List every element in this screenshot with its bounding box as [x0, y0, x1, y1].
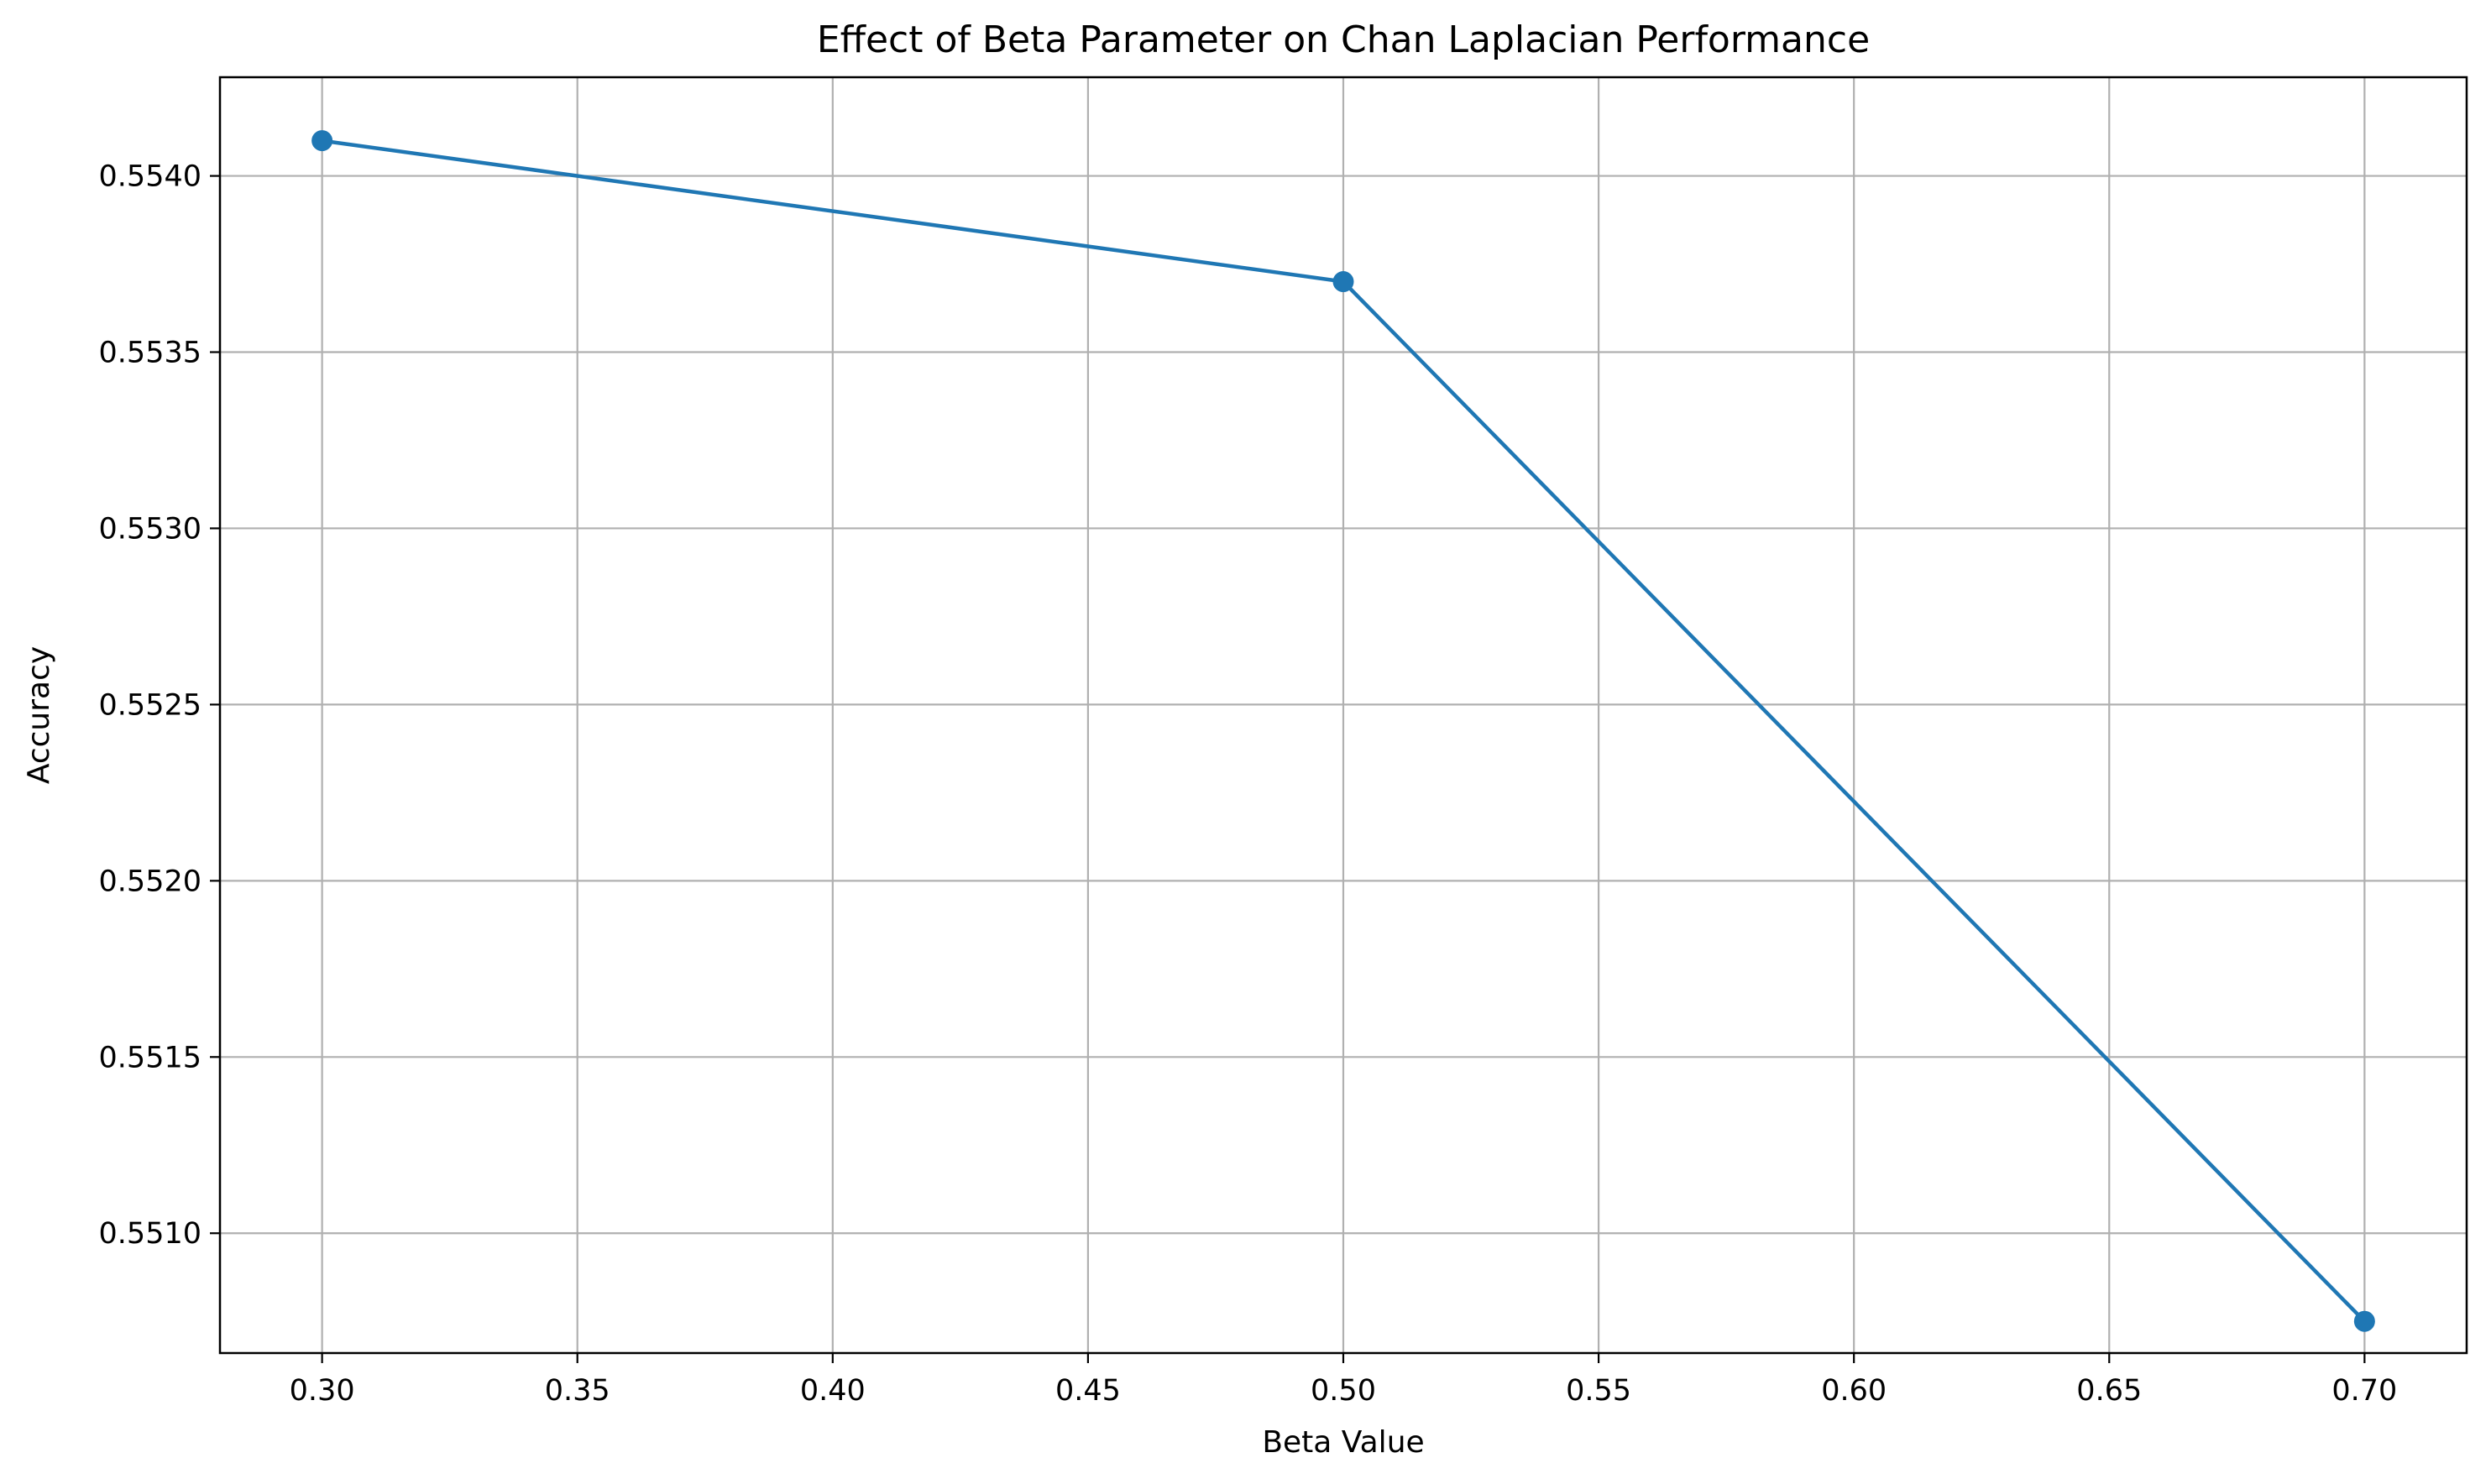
y-tick-label: 0.5515 — [99, 1041, 201, 1074]
data-point — [311, 130, 333, 152]
chart-title: Effect of Beta Parameter on Chan Laplaci… — [817, 18, 1870, 61]
y-axis-label: Accuracy — [22, 646, 56, 784]
x-tick-label: 0.55 — [1566, 1374, 1631, 1408]
grid-lines — [220, 77, 2467, 1353]
data-point — [2353, 1310, 2375, 1332]
x-tick-label: 0.35 — [545, 1374, 610, 1408]
y-tick-label: 0.5530 — [99, 512, 201, 546]
x-tick-label: 0.30 — [290, 1374, 355, 1408]
x-tick-label: 0.60 — [1821, 1374, 1887, 1408]
y-tick-label: 0.5535 — [99, 337, 201, 370]
y-tick-label: 0.5540 — [99, 160, 201, 194]
x-axis-label: Beta Value — [1262, 1425, 1424, 1460]
x-tick-label: 0.50 — [1311, 1374, 1376, 1408]
x-tick-label: 0.45 — [1055, 1374, 1121, 1408]
x-tick-label: 0.65 — [2076, 1374, 2142, 1408]
y-tick-label: 0.5520 — [99, 865, 201, 898]
x-tick-label: 0.40 — [800, 1374, 866, 1408]
data-series — [311, 130, 2375, 1332]
y-tick-label: 0.5510 — [99, 1217, 201, 1251]
axis-ticks: 0.30 0.35 0.40 0.45 0.50 0.55 0.60 0.65 0.70 0.55… — [99, 160, 2398, 1408]
y-tick-label: 0.5525 — [99, 688, 201, 722]
x-tick-label: 0.70 — [2331, 1374, 2397, 1408]
data-point — [1332, 271, 1354, 293]
